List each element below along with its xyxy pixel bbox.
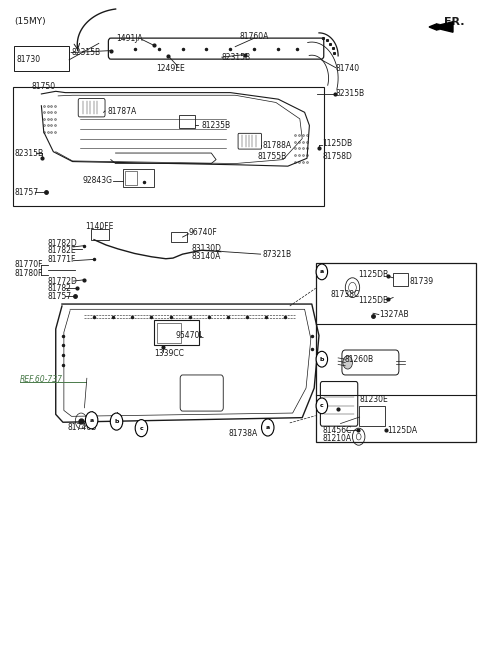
Text: 1125DA: 1125DA: [387, 426, 418, 435]
Bar: [179, 115, 194, 128]
Bar: [123, 169, 154, 187]
Text: 81772D: 81772D: [48, 276, 77, 286]
Polygon shape: [429, 24, 437, 30]
Text: 81746B: 81746B: [68, 423, 97, 432]
Text: 82315B: 82315B: [222, 53, 251, 63]
Text: a: a: [90, 418, 94, 423]
Text: 82315B: 82315B: [14, 149, 43, 157]
Circle shape: [135, 420, 148, 437]
Text: 81740: 81740: [336, 64, 360, 74]
Circle shape: [316, 351, 327, 367]
Text: 81782D: 81782D: [48, 239, 77, 248]
Polygon shape: [432, 22, 453, 32]
Bar: [125, 171, 137, 185]
Bar: [359, 406, 385, 426]
Text: 81771F: 81771F: [48, 255, 76, 264]
Text: b: b: [114, 419, 119, 424]
Text: c: c: [140, 426, 144, 430]
Text: 81787A: 81787A: [108, 107, 137, 116]
Bar: [14, 46, 69, 71]
Circle shape: [110, 413, 123, 430]
Text: 81760A: 81760A: [240, 32, 269, 41]
Text: 81758D: 81758D: [323, 153, 352, 161]
Circle shape: [343, 356, 352, 369]
Bar: [157, 323, 180, 343]
Text: 92843G: 92843G: [83, 176, 113, 185]
Text: 81757: 81757: [48, 291, 72, 301]
Text: FR.: FR.: [444, 16, 465, 27]
Text: 81788A: 81788A: [263, 141, 292, 149]
Circle shape: [85, 412, 98, 429]
Text: 81738C: 81738C: [331, 290, 360, 299]
Text: 81456C: 81456C: [323, 426, 352, 435]
Bar: [12, 88, 324, 205]
Bar: [91, 229, 109, 240]
Circle shape: [316, 398, 327, 414]
Text: 81210A: 81210A: [323, 434, 351, 443]
Text: 87321B: 87321B: [263, 249, 292, 259]
Text: 81782: 81782: [48, 284, 72, 293]
Text: 1125DB: 1125DB: [359, 295, 389, 305]
Text: 1327AB: 1327AB: [379, 310, 408, 319]
Circle shape: [316, 264, 327, 280]
Text: 81757: 81757: [14, 188, 38, 197]
Text: a: a: [266, 425, 270, 430]
Text: 81770F: 81770F: [14, 260, 43, 269]
Text: 83130D: 83130D: [191, 244, 221, 253]
Text: 81780F: 81780F: [14, 269, 42, 278]
Text: 81235B: 81235B: [202, 121, 231, 130]
Text: REF.60-737: REF.60-737: [20, 375, 63, 384]
Circle shape: [262, 419, 274, 436]
Text: 83140A: 83140A: [191, 251, 220, 261]
Text: 81782E: 81782E: [48, 246, 76, 255]
Text: 81755B: 81755B: [257, 153, 287, 161]
Bar: [170, 232, 187, 242]
Text: 1339CC: 1339CC: [154, 349, 184, 358]
Text: 81750: 81750: [32, 82, 56, 91]
Text: c: c: [320, 403, 324, 409]
Bar: [393, 272, 408, 286]
Text: 1125DB: 1125DB: [323, 139, 352, 148]
Bar: [154, 320, 199, 345]
Text: 95470L: 95470L: [175, 331, 204, 340]
Text: 1491JA: 1491JA: [117, 34, 143, 43]
Text: 81738A: 81738A: [228, 429, 257, 438]
Text: 82315B: 82315B: [336, 89, 365, 99]
Text: 81260B: 81260B: [344, 355, 373, 364]
Text: a: a: [320, 269, 324, 274]
Text: b: b: [320, 357, 324, 362]
Text: 96740F: 96740F: [189, 228, 217, 237]
Text: 1125DB: 1125DB: [359, 270, 389, 279]
Text: (15MY): (15MY): [14, 17, 46, 26]
Text: 82315B: 82315B: [71, 48, 100, 57]
Text: 1249EE: 1249EE: [156, 64, 185, 73]
Text: 81230E: 81230E: [360, 395, 388, 404]
Bar: [316, 263, 476, 442]
Text: 81730: 81730: [16, 55, 41, 64]
Text: 81739: 81739: [410, 277, 434, 286]
Text: 1140FE: 1140FE: [85, 222, 114, 231]
